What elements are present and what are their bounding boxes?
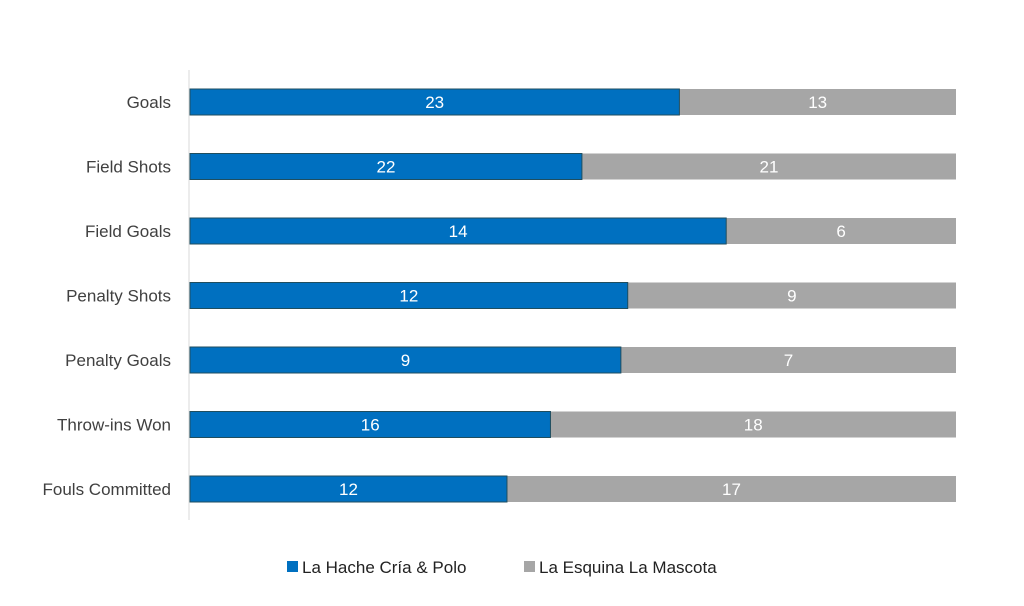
legend: La Hache Cría & Polo La Esquina La Masco… (287, 558, 717, 577)
category-label-throw-ins-won: Throw-ins Won (57, 416, 171, 435)
value-label-series-2-penalty-goals: 7 (784, 351, 793, 370)
value-label-series-2-field-shots: 21 (759, 158, 778, 177)
value-label-series-2-field-goals: 6 (836, 222, 845, 241)
bar-series-1-throw-ins-won[interactable] (189, 411, 551, 438)
bar-series-2-goals[interactable] (679, 89, 956, 115)
bar-series-1-penalty-goals[interactable] (189, 346, 622, 374)
category-label-field-goals: Field Goals (85, 222, 171, 241)
legend-item-series-1[interactable]: La Hache Cría & Polo (287, 558, 466, 577)
value-label-series-1-goals: 23 (425, 93, 444, 112)
category-label-penalty-shots: Penalty Shots (66, 287, 171, 306)
bar-series-1-goals[interactable] (189, 88, 680, 116)
bars-group: 23 13 22 21 14 6 12 9 9 7 16 18 12 17 (189, 88, 956, 503)
value-label-series-2-goals: 13 (808, 93, 827, 112)
value-label-series-2-fouls-committed: 17 (722, 480, 741, 499)
value-label-series-1-penalty-shots: 12 (399, 287, 418, 306)
value-label-series-1-penalty-goals: 9 (401, 351, 410, 370)
legend-label-series-2: La Esquina La Mascota (539, 558, 717, 577)
value-label-series-1-throw-ins-won: 16 (361, 416, 380, 435)
bar-series-2-penalty-shots[interactable] (627, 282, 956, 309)
bar-series-1-fouls-committed[interactable] (189, 475, 508, 503)
legend-label-series-1: La Hache Cría & Polo (302, 558, 466, 577)
bar-series-2-penalty-goals[interactable] (620, 347, 956, 373)
value-label-series-1-field-shots: 22 (376, 158, 395, 177)
category-label-goals: Goals (127, 93, 171, 112)
bar-series-2-throw-ins-won[interactable] (550, 411, 956, 438)
category-label-penalty-goals: Penalty Goals (65, 351, 171, 370)
category-label-field-shots: Field Shots (86, 158, 171, 177)
bar-series-2-field-shots[interactable] (581, 153, 956, 180)
bar-series-1-penalty-shots[interactable] (189, 282, 629, 309)
legend-swatch-series-2 (524, 561, 535, 572)
bar-series-1-field-shots[interactable] (189, 153, 583, 180)
value-label-series-1-field-goals: 14 (449, 222, 468, 241)
value-label-series-2-throw-ins-won: 18 (744, 416, 763, 435)
bar-series-2-field-goals[interactable] (726, 218, 956, 244)
value-label-series-2-penalty-shots: 9 (787, 287, 796, 306)
legend-swatch-series-1 (287, 561, 298, 572)
value-label-series-1-fouls-committed: 12 (339, 480, 358, 499)
legend-item-series-2[interactable]: La Esquina La Mascota (524, 558, 717, 577)
category-label-fouls-committed: Fouls Committed (43, 480, 171, 499)
bar-series-2-fouls-committed[interactable] (506, 476, 956, 502)
bar-series-1-field-goals[interactable] (189, 217, 727, 245)
category-labels: Goals Field Shots Field Goals Penalty Shots… (43, 93, 171, 499)
